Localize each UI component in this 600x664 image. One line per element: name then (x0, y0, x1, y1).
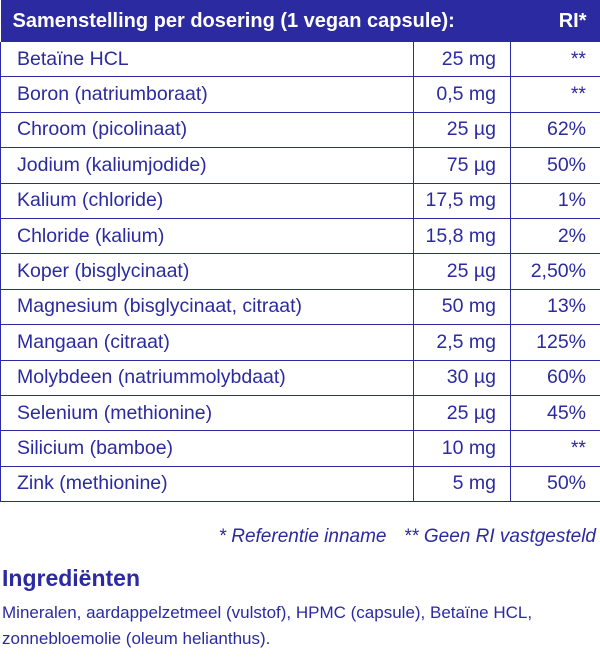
nutrient-name: Boron (natriumboraat) (0, 76, 414, 113)
nutrient-name: Chloride (kalium) (0, 218, 414, 255)
table-row: Silicium (bamboe) 10 mg ** (0, 430, 600, 467)
nutrient-amount: 50 mg (413, 289, 511, 326)
table-row: Koper (bisglycinaat) 25 µg 2,50% (0, 253, 600, 290)
nutrient-amount: 0,5 mg (413, 76, 511, 113)
nutrient-amount: 25 µg (413, 395, 511, 432)
nutrient-name: Chroom (picolinaat) (0, 112, 414, 149)
table-header-ri: RI* (510, 0, 600, 42)
table-row: Betaïne HCL 25 mg ** (0, 42, 600, 78)
nutrient-ri: 50% (510, 466, 600, 503)
nutrient-amount: 2,5 mg (413, 324, 511, 361)
nutrient-amount: 15,8 mg (413, 218, 511, 255)
nutrient-ri: ** (510, 76, 600, 113)
nutrient-name: Kalium (chloride) (0, 183, 414, 219)
nutrient-ri: 1% (510, 183, 600, 219)
nutrient-amount: 25 µg (413, 112, 511, 149)
nutrient-ri: ** (510, 430, 600, 467)
nutrient-name: Molybdeen (natriummolybdaat) (0, 360, 414, 396)
table-header-label: Samenstelling per dosering (1 vegan caps… (0, 0, 511, 42)
table-row: Mangaan (citraat) 2,5 mg 125% (0, 324, 600, 361)
nutrient-ri: 62% (510, 112, 600, 149)
table-row: Chroom (picolinaat) 25 µg 62% (0, 112, 600, 149)
nutrient-amount: 5 mg (413, 466, 511, 503)
nutrient-name: Silicium (bamboe) (0, 430, 414, 467)
nutrient-ri: 45% (510, 395, 600, 432)
nutrient-ri: 13% (510, 289, 600, 326)
nutrient-name: Jodium (kaliumjodide) (0, 147, 414, 184)
nutrient-name: Koper (bisglycinaat) (0, 253, 414, 290)
nutrition-table: Samenstelling per dosering (1 vegan caps… (0, 0, 600, 503)
nutrient-amount: 10 mg (413, 430, 511, 467)
table-row: Jodium (kaliumjodide) 75 µg 50% (0, 147, 600, 184)
table-row: Selenium (methionine) 25 µg 45% (0, 395, 600, 432)
nutrient-name: Zink (methionine) (0, 466, 414, 503)
nutrient-amount: 25 µg (413, 253, 511, 290)
nutrient-ri: ** (510, 42, 600, 78)
nutrient-name: Magnesium (bisglycinaat, citraat) (0, 289, 414, 326)
footnote: * Referentie inname ** Geen RI vastgeste… (219, 526, 596, 548)
nutrient-name: Betaïne HCL (0, 42, 414, 78)
nutrient-ri: 60% (510, 360, 600, 396)
nutrient-amount: 75 µg (413, 147, 511, 184)
footnote-no-ri: ** Geen RI vastgesteld (403, 526, 596, 547)
table-row: Boron (natriumboraat) 0,5 mg ** (0, 76, 600, 113)
ingredients-text: Mineralen, aardappelzetmeel (vulstof), H… (2, 603, 533, 648)
nutrient-amount: 30 µg (413, 360, 511, 396)
nutrient-amount: 25 mg (413, 42, 511, 78)
nutrient-amount: 17,5 mg (413, 183, 511, 219)
nutrient-name: Selenium (methionine) (0, 395, 414, 432)
table-header-row: Samenstelling per dosering (1 vegan caps… (0, 0, 600, 42)
nutrient-name: Mangaan (citraat) (0, 324, 414, 361)
table-row: Magnesium (bisglycinaat, citraat) 50 mg 13… (0, 289, 600, 326)
nutrient-ri: 50% (510, 147, 600, 184)
nutrient-ri: 2% (510, 218, 600, 255)
table-row: Chloride (kalium) 15,8 mg 2% (0, 218, 600, 255)
ingredients-title: Ingrediënten (2, 565, 141, 591)
nutrient-ri: 2,50% (510, 253, 600, 290)
table-row: Zink (methionine) 5 mg 50% (0, 466, 600, 503)
table-row: Kalium (chloride) 17,5 mg 1% (0, 183, 600, 219)
table-row: Molybdeen (natriummolybdaat) 30 µg 60% (0, 360, 600, 396)
footnote-ri: * Referentie inname (218, 526, 387, 547)
nutrient-ri: 125% (510, 324, 600, 361)
